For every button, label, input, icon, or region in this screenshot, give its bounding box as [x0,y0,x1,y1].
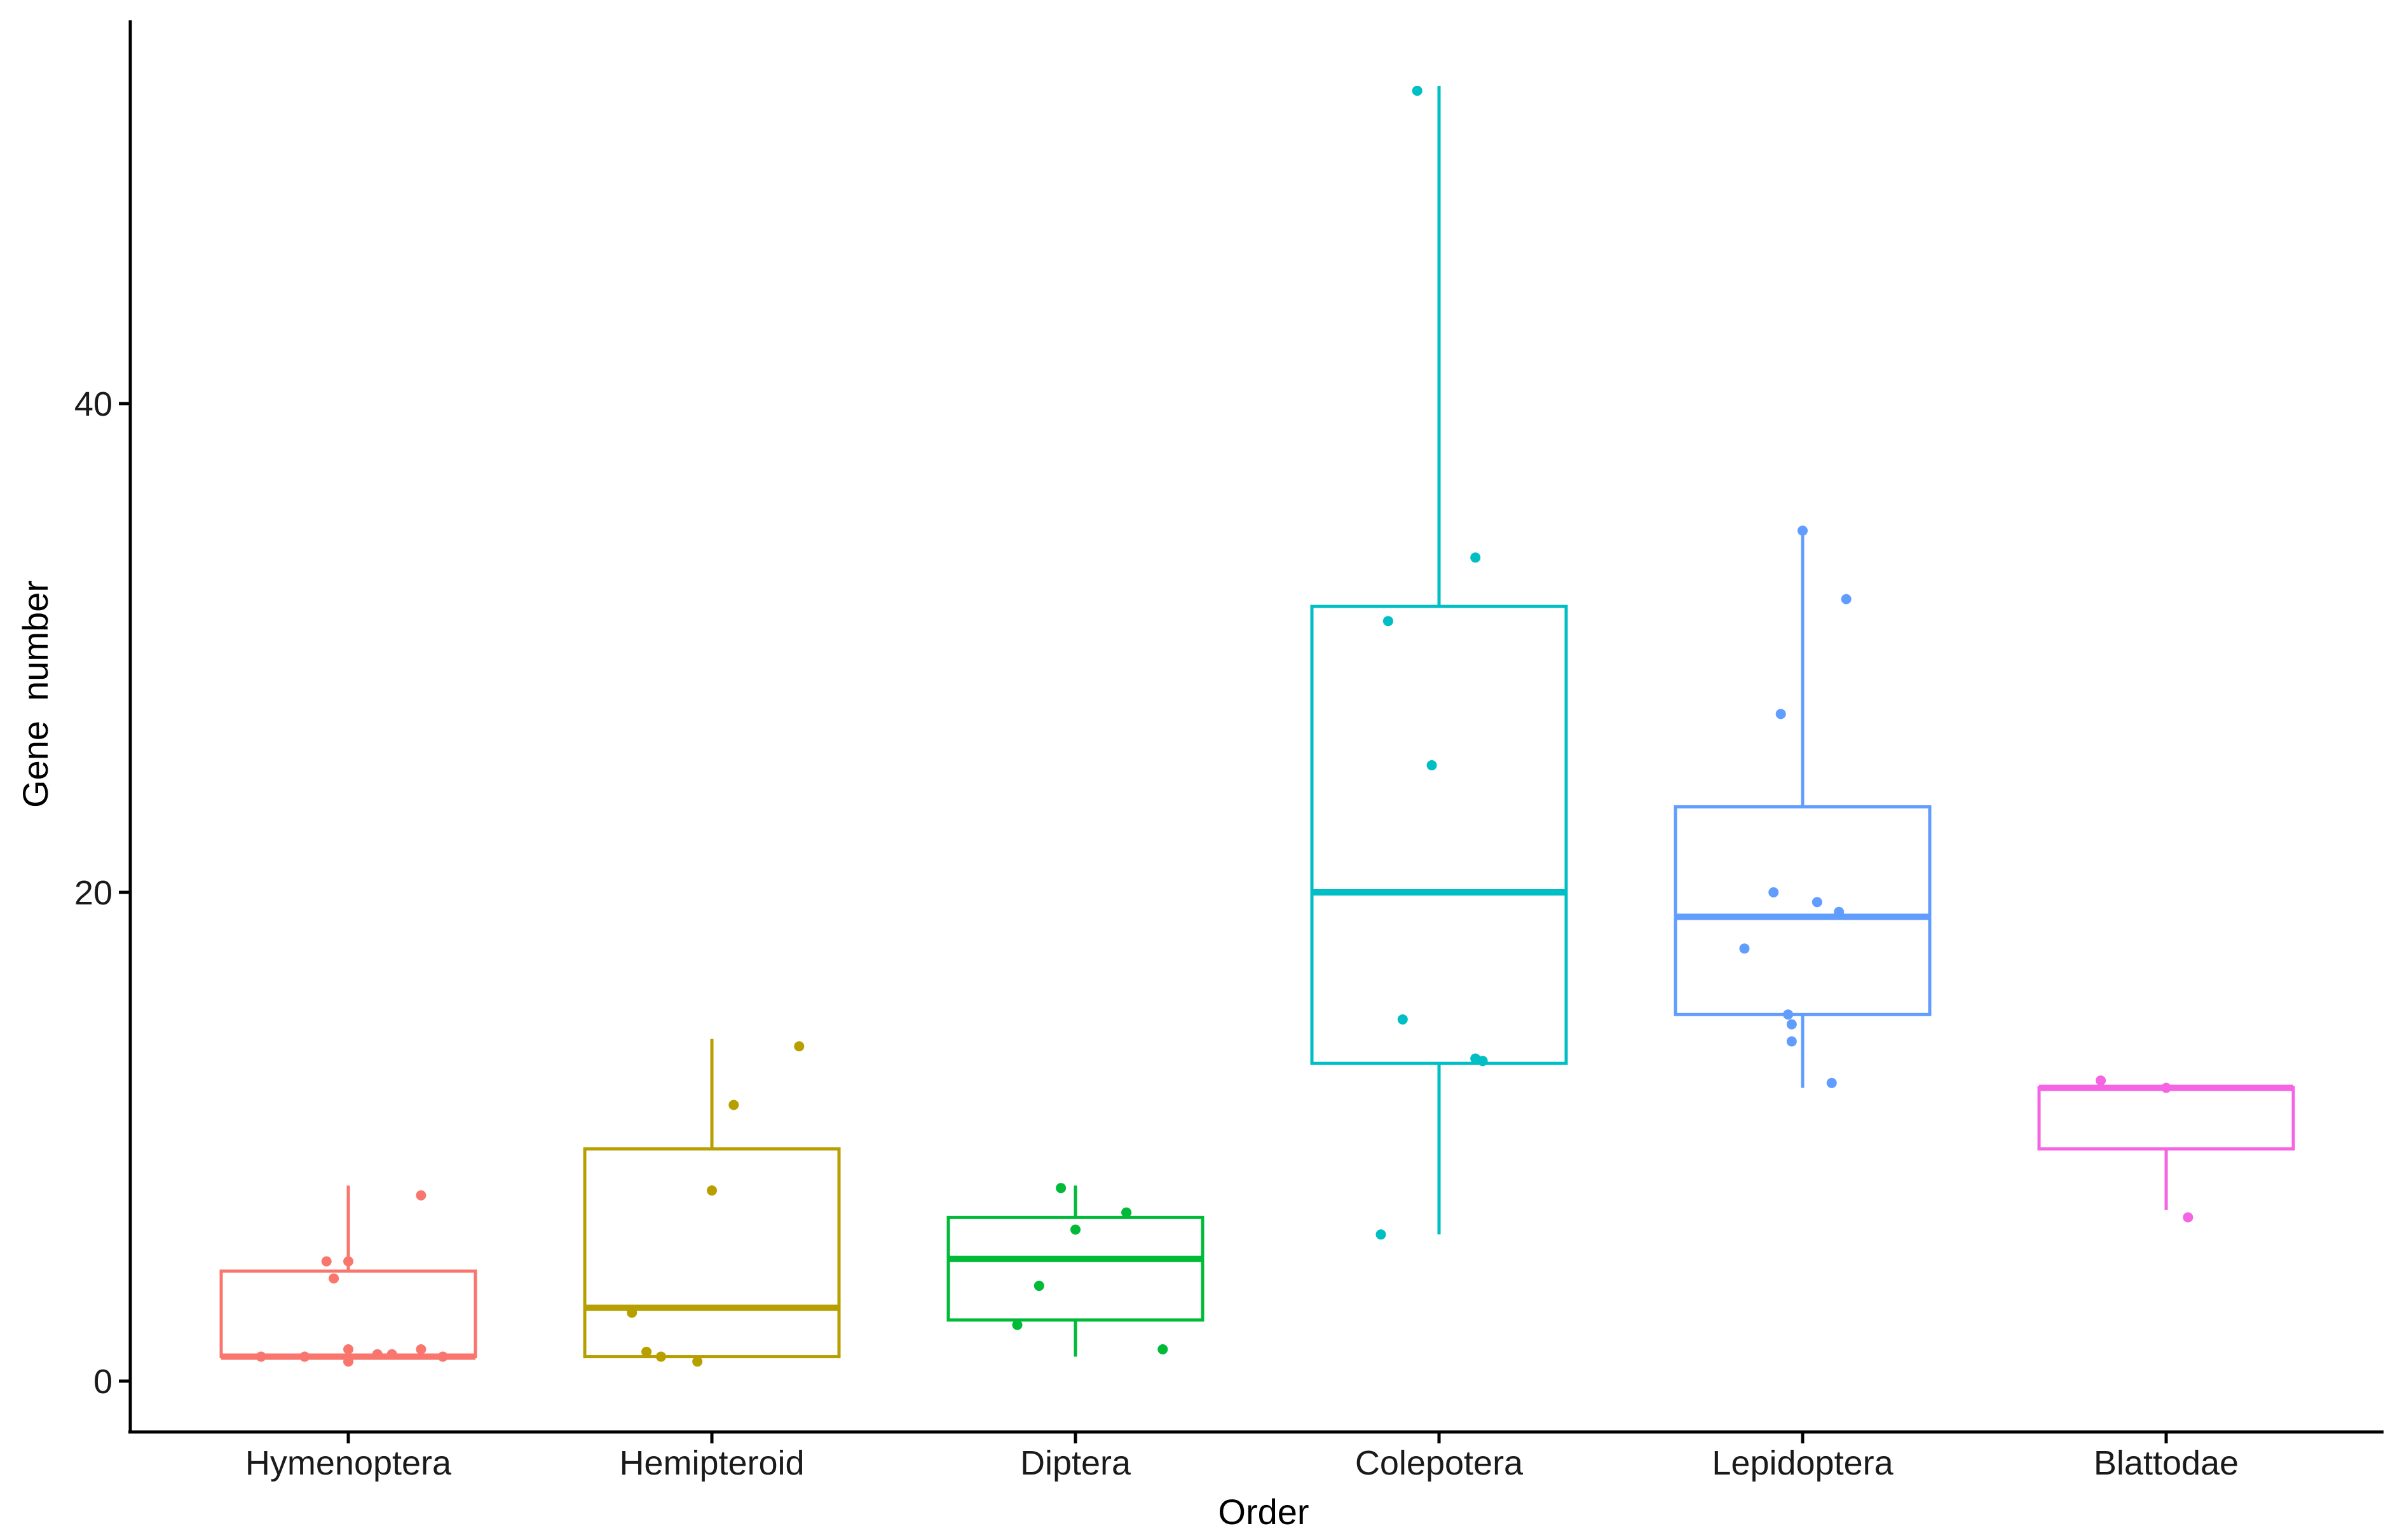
box-group-blattodae [2037,1075,2295,1223]
data-point-lepidoptera [1786,1036,1797,1047]
data-point-lepidoptera [1768,887,1779,897]
box-lepidoptera [1674,805,1932,1016]
data-point-diptera [1157,1344,1168,1355]
data-point-diptera [1070,1224,1081,1235]
chart-marks [219,85,2295,1367]
data-point-lepidoptera [1798,525,1808,536]
data-point-blattodae [2096,1075,2106,1086]
data-point-hymenoptera [343,1256,353,1267]
y-tick-label-40: 40 [74,385,113,423]
x-tick-label-hymenoptera: Hymenoptera [245,1444,452,1482]
y-tick-label-20: 20 [74,874,113,912]
data-point-diptera [1034,1281,1044,1291]
data-point-lepidoptera [1786,1019,1797,1030]
data-point-lepidoptera [1783,1009,1794,1020]
x-tick-label-colepotera: Colepotera [1355,1444,1524,1482]
data-point-colepotera [1470,552,1481,563]
data-point-lepidoptera [1826,1077,1837,1088]
data-point-hymenoptera [299,1351,310,1362]
x-tick-label-diptera: Diptera [1020,1444,1131,1482]
data-point-colepotera [1397,1014,1408,1025]
data-point-hymenoptera [343,1344,353,1355]
data-point-hemipteroid [627,1307,638,1318]
x-tick-label-blattodae: Blattodae [2094,1444,2239,1482]
data-point-lepidoptera [1739,943,1750,954]
box-group-hemipteroid [583,1039,841,1367]
box-colepotera [1310,604,1568,1065]
box-hemipteroid [583,1147,841,1359]
box-hymenoptera [219,1269,477,1359]
data-point-diptera [1056,1183,1067,1194]
data-point-colepotera [1375,1229,1386,1240]
data-point-lepidoptera [1841,594,1852,604]
data-point-colepotera [1426,760,1437,771]
data-point-lepidoptera [1775,709,1786,719]
box-group-lepidoptera [1674,525,1932,1088]
y-tick-label-0: 0 [93,1363,113,1401]
data-point-blattodae [2183,1212,2194,1223]
data-point-colepotera [1412,85,1423,96]
data-point-hemipteroid [728,1100,739,1110]
data-point-hemipteroid [794,1041,805,1052]
data-point-diptera [1121,1207,1132,1218]
box-group-hymenoptera [219,1185,477,1367]
data-point-lepidoptera [1812,897,1822,908]
data-point-hymenoptera [321,1256,332,1267]
data-point-hymenoptera [343,1356,353,1367]
data-point-hymenoptera [437,1351,448,1362]
data-point-hemipteroid [641,1346,652,1357]
data-point-hymenoptera [256,1351,266,1362]
x-tick-label-lepidoptera: Lepidoptera [1712,1444,1894,1482]
data-point-hymenoptera [416,1190,426,1201]
data-point-hymenoptera [329,1273,339,1284]
data-point-diptera [1012,1319,1023,1330]
data-point-colepotera [1477,1056,1488,1066]
box-group-colepotera [1310,85,1568,1240]
data-point-hymenoptera [416,1344,426,1355]
box-blattodae [2037,1086,2295,1151]
data-point-hymenoptera [372,1349,383,1359]
y-axis-title: Gene number [15,580,55,808]
data-point-hymenoptera [386,1349,397,1359]
data-point-hemipteroid [655,1351,666,1362]
x-axis-title: Order [1218,1492,1309,1532]
box-group-diptera [946,1183,1204,1357]
axis-ticks: 0 20 40 Hymenoptera Hemipteroid Diptera Colepo… [74,385,2239,1482]
data-point-colepotera [1382,616,1393,627]
x-tick-label-hemipteroid: Hemipteroid [619,1444,804,1482]
data-point-hemipteroid [692,1356,703,1367]
data-point-lepidoptera [1834,906,1845,917]
data-point-blattodae [2161,1082,2171,1093]
data-point-hemipteroid [707,1185,717,1196]
